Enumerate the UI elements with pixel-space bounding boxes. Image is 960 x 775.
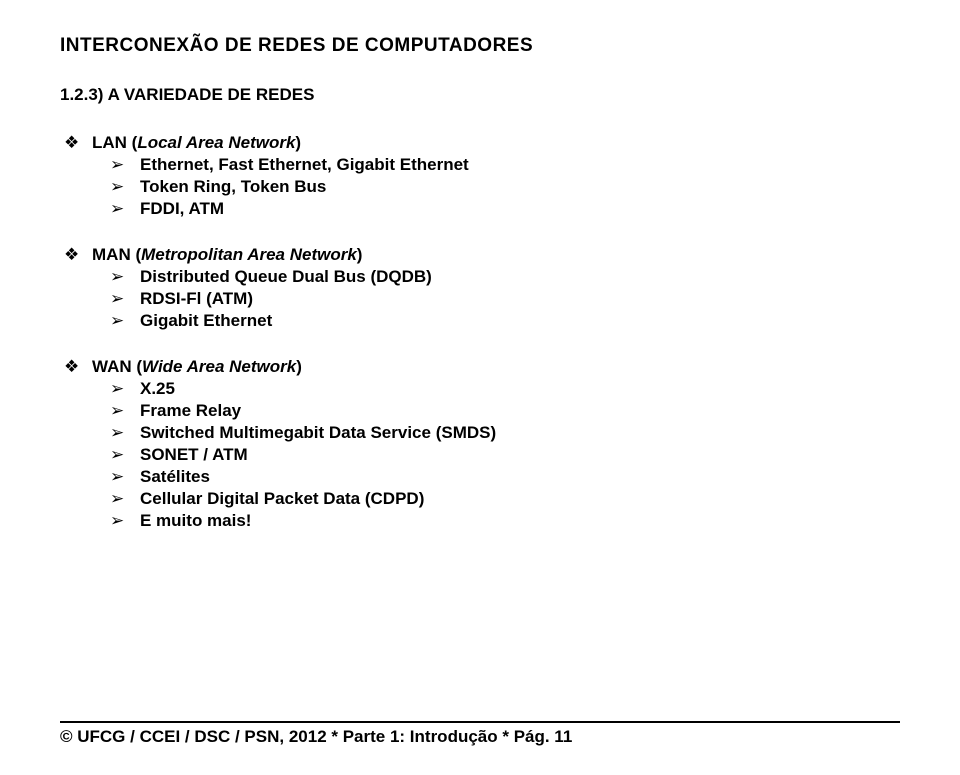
- list-item: ➢ Satélites: [60, 467, 900, 487]
- item-text: E muito mais!: [140, 511, 251, 531]
- item-text: Token Ring, Token Bus: [140, 177, 326, 197]
- item-text: X.25: [140, 379, 175, 399]
- list-item: ➢ FDDI, ATM: [60, 199, 900, 219]
- heading-suffix: ): [295, 133, 301, 152]
- heading-prefix: MAN (: [92, 245, 141, 264]
- diamond-bullet-icon: ❖: [64, 357, 82, 377]
- list-item: ➢ Ethernet, Fast Ethernet, Gigabit Ether…: [60, 155, 900, 175]
- list-item: ➢ Gigabit Ethernet: [60, 311, 900, 331]
- diamond-bullet-icon: ❖: [64, 245, 82, 265]
- group-lan: ❖ LAN (Local Area Network) ➢ Ethernet, F…: [60, 133, 900, 219]
- item-text: SONET / ATM: [140, 445, 248, 465]
- item-text: Cellular Digital Packet Data (CDPD): [140, 489, 424, 509]
- group-heading: ❖ MAN (Metropolitan Area Network): [60, 245, 900, 265]
- list-item: ➢ X.25: [60, 379, 900, 399]
- list-item: ➢ Token Ring, Token Bus: [60, 177, 900, 197]
- page-footer: © UFCG / CCEI / DSC / PSN, 2012 * Parte …: [60, 721, 900, 747]
- arrow-bullet-icon: ➢: [110, 177, 128, 197]
- arrow-bullet-icon: ➢: [110, 489, 128, 509]
- arrow-bullet-icon: ➢: [110, 467, 128, 487]
- list-item: ➢ Distributed Queue Dual Bus (DQDB): [60, 267, 900, 287]
- heading-text: WAN (Wide Area Network): [92, 357, 302, 377]
- heading-prefix: LAN (: [92, 133, 137, 152]
- heading-italic: Local Area Network: [137, 133, 295, 152]
- item-text: RDSI-Fl (ATM): [140, 289, 253, 309]
- arrow-bullet-icon: ➢: [110, 199, 128, 219]
- group-man: ❖ MAN (Metropolitan Area Network) ➢ Dist…: [60, 245, 900, 331]
- item-text: Frame Relay: [140, 401, 241, 421]
- group-wan: ❖ WAN (Wide Area Network) ➢ X.25 ➢ Frame…: [60, 357, 900, 531]
- heading-italic: Metropolitan Area Network: [141, 245, 357, 264]
- arrow-bullet-icon: ➢: [110, 445, 128, 465]
- item-text: Gigabit Ethernet: [140, 311, 272, 331]
- arrow-bullet-icon: ➢: [110, 511, 128, 531]
- arrow-bullet-icon: ➢: [110, 379, 128, 399]
- group-heading: ❖ WAN (Wide Area Network): [60, 357, 900, 377]
- heading-text: MAN (Metropolitan Area Network): [92, 245, 362, 265]
- item-text: Ethernet, Fast Ethernet, Gigabit Etherne…: [140, 155, 469, 175]
- diamond-bullet-icon: ❖: [64, 133, 82, 153]
- list-item: ➢ E muito mais!: [60, 511, 900, 531]
- arrow-bullet-icon: ➢: [110, 311, 128, 331]
- section-number: 1.2.3) A VARIEDADE DE REDES: [60, 85, 900, 105]
- list-item: ➢ SONET / ATM: [60, 445, 900, 465]
- item-text: Distributed Queue Dual Bus (DQDB): [140, 267, 432, 287]
- list-item: ➢ RDSI-Fl (ATM): [60, 289, 900, 309]
- heading-suffix: ): [357, 245, 363, 264]
- list-item: ➢ Cellular Digital Packet Data (CDPD): [60, 489, 900, 509]
- list-item: ➢ Frame Relay: [60, 401, 900, 421]
- group-heading: ❖ LAN (Local Area Network): [60, 133, 900, 153]
- list-item: ➢ Switched Multimegabit Data Service (SM…: [60, 423, 900, 443]
- item-text: FDDI, ATM: [140, 199, 224, 219]
- arrow-bullet-icon: ➢: [110, 267, 128, 287]
- arrow-bullet-icon: ➢: [110, 423, 128, 443]
- heading-italic: Wide Area Network: [142, 357, 296, 376]
- arrow-bullet-icon: ➢: [110, 289, 128, 309]
- page-title: INTERCONEXÃO DE REDES DE COMPUTADORES: [60, 35, 900, 57]
- arrow-bullet-icon: ➢: [110, 401, 128, 421]
- heading-prefix: WAN (: [92, 357, 142, 376]
- arrow-bullet-icon: ➢: [110, 155, 128, 175]
- heading-text: LAN (Local Area Network): [92, 133, 301, 153]
- heading-suffix: ): [296, 357, 302, 376]
- item-text: Switched Multimegabit Data Service (SMDS…: [140, 423, 496, 443]
- item-text: Satélites: [140, 467, 210, 487]
